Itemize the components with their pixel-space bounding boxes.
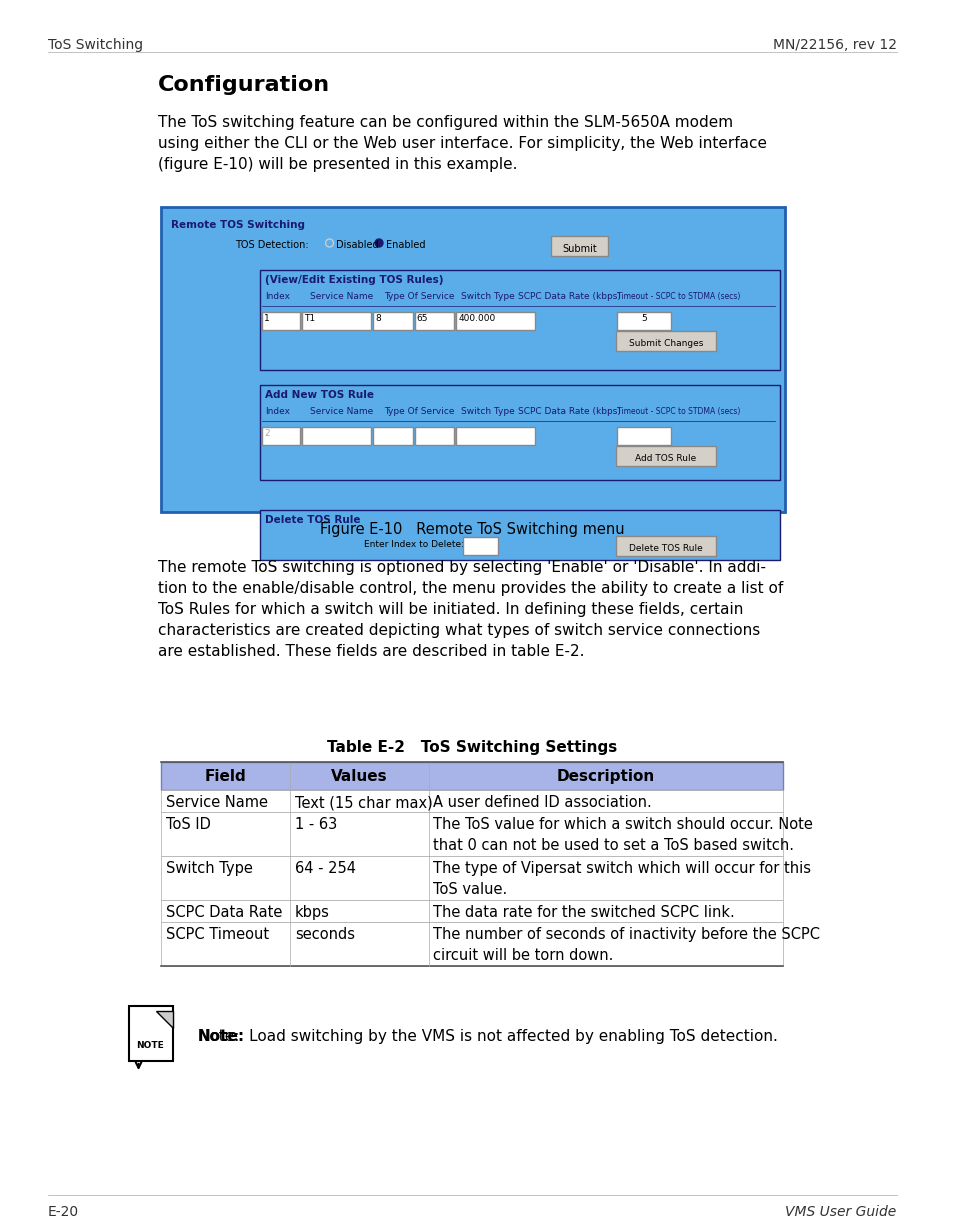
Text: Submit: Submit: [562, 244, 597, 254]
Text: Switch Type: Switch Type: [166, 861, 253, 876]
Text: 64 - 254: 64 - 254: [294, 861, 355, 876]
Text: 65: 65: [416, 314, 428, 323]
FancyBboxPatch shape: [616, 427, 670, 445]
Text: T1: T1: [303, 314, 314, 323]
Text: A user defined ID association.: A user defined ID association.: [433, 795, 652, 810]
Text: Note:  Load switching by the VMS is not affected by enabling ToS detection.: Note: Load switching by the VMS is not a…: [197, 1029, 777, 1044]
Text: ToS ID: ToS ID: [166, 817, 211, 832]
Text: The number of seconds of inactivity before the SCPC
circuit will be torn down.: The number of seconds of inactivity befo…: [433, 928, 820, 963]
Text: Submit Changes: Submit Changes: [628, 339, 702, 348]
FancyBboxPatch shape: [551, 236, 607, 256]
Text: The data rate for the switched SCPC link.: The data rate for the switched SCPC link…: [433, 906, 735, 920]
FancyBboxPatch shape: [301, 312, 371, 330]
FancyBboxPatch shape: [262, 427, 299, 445]
Text: Enter Index to Delete:: Enter Index to Delete:: [364, 540, 464, 548]
Text: Values: Values: [331, 769, 387, 784]
FancyBboxPatch shape: [129, 1006, 173, 1061]
FancyBboxPatch shape: [260, 510, 779, 560]
Text: VMS User Guide: VMS User Guide: [784, 1205, 896, 1218]
Polygon shape: [156, 1011, 173, 1028]
Text: SCPC Data Rate (kbps): SCPC Data Rate (kbps): [517, 292, 619, 301]
FancyBboxPatch shape: [373, 312, 413, 330]
Text: Delete TOS Rule: Delete TOS Rule: [265, 515, 360, 525]
Text: Index: Index: [265, 292, 290, 301]
Text: Note:: Note:: [197, 1029, 245, 1044]
FancyBboxPatch shape: [161, 790, 782, 812]
Circle shape: [375, 239, 382, 247]
Text: 1: 1: [264, 314, 270, 323]
Text: E-20: E-20: [48, 1205, 78, 1218]
Text: seconds: seconds: [294, 928, 355, 942]
FancyBboxPatch shape: [161, 812, 782, 856]
Text: Timeout - SCPC to STDMA (secs): Timeout - SCPC to STDMA (secs): [616, 407, 740, 416]
Text: Index: Index: [265, 407, 290, 416]
FancyBboxPatch shape: [462, 537, 497, 555]
Text: SCPC Data Rate: SCPC Data Rate: [166, 906, 282, 920]
Text: The ToS switching feature can be configured within the SLM-5650A modem
using eit: The ToS switching feature can be configu…: [158, 115, 766, 172]
FancyBboxPatch shape: [161, 762, 782, 790]
Text: 8: 8: [375, 314, 380, 323]
FancyBboxPatch shape: [456, 427, 535, 445]
FancyBboxPatch shape: [456, 312, 535, 330]
FancyBboxPatch shape: [161, 899, 782, 921]
Text: Configuration: Configuration: [158, 75, 330, 94]
Text: NOTE: NOTE: [136, 1040, 164, 1050]
Text: Add New TOS Rule: Add New TOS Rule: [265, 390, 374, 400]
Text: 400.000: 400.000: [457, 314, 495, 323]
Text: Table E-2   ToS Switching Settings: Table E-2 ToS Switching Settings: [327, 740, 617, 755]
Text: Switch Type: Switch Type: [460, 292, 515, 301]
Text: The remote ToS switching is optioned by selecting 'Enable' or 'Disable'. In addi: The remote ToS switching is optioned by …: [158, 560, 782, 659]
FancyBboxPatch shape: [260, 270, 779, 371]
FancyBboxPatch shape: [161, 856, 782, 899]
Text: 2: 2: [264, 429, 270, 438]
Text: 1 - 63: 1 - 63: [294, 817, 336, 832]
Text: (View/Edit Existing TOS Rules): (View/Edit Existing TOS Rules): [265, 275, 443, 285]
FancyBboxPatch shape: [262, 312, 299, 330]
Text: MN/22156, rev 12: MN/22156, rev 12: [772, 38, 896, 52]
Text: 5: 5: [640, 314, 646, 323]
Text: kbps: kbps: [294, 906, 330, 920]
Text: Enabled: Enabled: [386, 240, 425, 250]
Text: Type Of Service: Type Of Service: [383, 292, 454, 301]
Text: Delete TOS Rule: Delete TOS Rule: [628, 544, 702, 553]
FancyBboxPatch shape: [615, 536, 716, 556]
Text: Timeout - SCPC to STDMA (secs): Timeout - SCPC to STDMA (secs): [616, 292, 740, 301]
Text: Service Name: Service Name: [166, 795, 268, 810]
FancyBboxPatch shape: [616, 312, 670, 330]
FancyBboxPatch shape: [301, 427, 371, 445]
Text: Description: Description: [556, 769, 654, 784]
Text: Field: Field: [205, 769, 246, 784]
Text: Remote TOS Switching: Remote TOS Switching: [171, 220, 305, 229]
FancyBboxPatch shape: [373, 427, 413, 445]
Text: SCPC Timeout: SCPC Timeout: [166, 928, 269, 942]
Text: Type Of Service: Type Of Service: [383, 407, 454, 416]
Text: Switch Type: Switch Type: [460, 407, 515, 416]
Text: SCPC Data Rate (kbps): SCPC Data Rate (kbps): [517, 407, 619, 416]
FancyBboxPatch shape: [615, 331, 716, 351]
Text: The ToS value for which a switch should occur. Note
that 0 can not be used to se: The ToS value for which a switch should …: [433, 817, 813, 853]
FancyBboxPatch shape: [415, 312, 454, 330]
FancyBboxPatch shape: [161, 921, 782, 966]
Text: Service Name: Service Name: [310, 292, 373, 301]
FancyBboxPatch shape: [415, 427, 454, 445]
Text: Add TOS Rule: Add TOS Rule: [635, 454, 696, 463]
FancyBboxPatch shape: [161, 207, 784, 512]
Text: The type of Vipersat switch which will occur for this
ToS value.: The type of Vipersat switch which will o…: [433, 861, 811, 897]
FancyBboxPatch shape: [615, 445, 716, 466]
FancyBboxPatch shape: [260, 385, 779, 480]
Text: Text (15 char max): Text (15 char max): [294, 795, 433, 810]
Text: Disabled: Disabled: [336, 240, 378, 250]
Text: Service Name: Service Name: [310, 407, 373, 416]
Text: TOS Detection:: TOS Detection:: [235, 240, 309, 250]
Text: ToS Switching: ToS Switching: [48, 38, 143, 52]
Text: Figure E-10   Remote ToS Switching menu: Figure E-10 Remote ToS Switching menu: [319, 521, 623, 537]
